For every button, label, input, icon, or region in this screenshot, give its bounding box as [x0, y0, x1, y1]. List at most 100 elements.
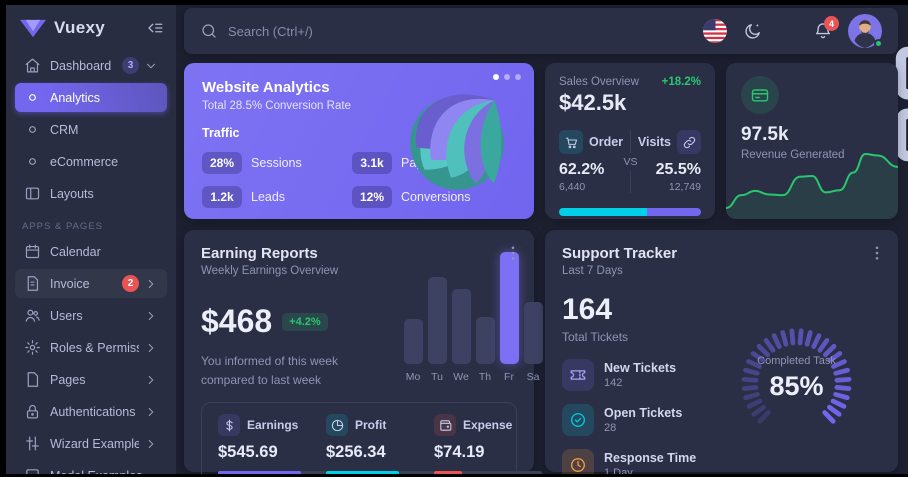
card-title: Earning Reports — [201, 245, 318, 262]
bar-label: Tu — [431, 371, 443, 383]
stat-value: $545.69 — [218, 443, 278, 462]
bar-label: We — [453, 371, 469, 383]
revenue-card: 97.5k Revenue Generated — [726, 63, 898, 219]
sidebar-item-roles-permissions[interactable]: Roles & Permissions — [15, 333, 167, 362]
card-subtitle: Last 7 Days — [562, 265, 623, 277]
chevron-right-icon — [144, 309, 158, 323]
cart-icon — [559, 130, 583, 154]
chevron-right-icon — [144, 405, 158, 419]
kebab-menu-icon[interactable] — [504, 244, 522, 262]
kebab-menu-icon[interactable] — [868, 244, 886, 262]
sidebar-item-analytics[interactable]: Analytics — [15, 83, 167, 112]
sidebar-item-crm[interactable]: CRM — [15, 115, 167, 144]
sidebar-item-authentications[interactable]: Authentications — [15, 397, 167, 426]
sidebar-collapse-icon[interactable] — [146, 19, 164, 37]
card-title: Support Tracker — [562, 245, 678, 262]
carousel-dot[interactable] — [504, 74, 510, 80]
stat-progress — [434, 471, 542, 474]
stat-label: Sessions — [251, 156, 302, 170]
grid-icon[interactable] — [778, 26, 908, 161]
bar-value — [475, 317, 495, 364]
credit-card-icon — [741, 76, 779, 114]
sales-split-bar — [559, 208, 701, 216]
sidebar-section-label: Apps & Pages — [22, 221, 103, 232]
traffic-stat: 28% Sessions — [202, 152, 352, 174]
sidebar-item-modal-examples[interactable]: Modal Examples — [15, 461, 167, 474]
bar-value — [427, 277, 447, 364]
support-tracker-card: Support Tracker Last 7 Days 164 Total Ti… — [545, 230, 898, 474]
stat-progress — [326, 471, 434, 474]
sidebar-item-users[interactable]: Users — [15, 301, 167, 330]
gear-icon — [24, 339, 41, 356]
sidebar-item-label: Pages — [50, 372, 86, 387]
sidebar-item-label: CRM — [50, 122, 79, 137]
dot-icon — [24, 153, 41, 170]
layout-icon — [24, 185, 41, 202]
item-value: 1 Day — [604, 467, 633, 474]
search — [200, 22, 702, 40]
dollar-icon — [218, 414, 240, 437]
bar-label: Mo — [405, 371, 421, 383]
lock-icon — [24, 403, 41, 420]
bar-label: Fr — [504, 371, 514, 383]
sidebar-item-calendar[interactable]: Calendar — [15, 237, 167, 266]
dot-icon — [24, 89, 41, 106]
sidebar-item-label: Calendar — [50, 244, 101, 259]
gauge-value: 85% — [769, 371, 824, 401]
carousel-dot[interactable] — [515, 74, 521, 80]
vs-divider: VS — [623, 130, 638, 193]
stat-label: Conversions — [401, 190, 471, 204]
traffic-stat: 12% Conversions — [352, 186, 512, 208]
revenue-label: Revenue Generated — [741, 149, 845, 161]
stat-value: $256.34 — [326, 443, 386, 462]
visits-label: Visits — [637, 135, 671, 149]
stat-value: 3.1k — [352, 152, 392, 174]
visits-count: 12,749 — [668, 181, 701, 193]
total-tickets-label: Total Tickets — [562, 330, 629, 344]
sales-change-badge: +18.2% — [661, 76, 701, 88]
stat-label: Earnings — [247, 418, 299, 433]
stat-value: 28% — [202, 152, 243, 174]
chevron-right-icon — [144, 437, 158, 451]
order-stat: Order 62.2% 6,440 — [559, 130, 623, 193]
sidebar-item-invoice[interactable]: Invoice 2 — [15, 269, 167, 298]
order-count: 6,440 — [559, 181, 586, 193]
item-value: 28 — [604, 422, 617, 434]
flag-icon[interactable] — [702, 18, 728, 44]
brand: Vuexy — [6, 5, 176, 48]
search-input[interactable] — [228, 23, 548, 39]
open-tickets-item: Open Tickets 28 — [562, 404, 712, 436]
moon-icon[interactable] — [743, 21, 763, 41]
sidebar-item-dashboard[interactable]: Dashboard 3 — [15, 51, 167, 80]
invoice-icon — [24, 275, 41, 292]
clock-icon — [562, 449, 594, 474]
carousel-dots — [493, 74, 521, 80]
order-percent: 62.2% — [559, 161, 605, 178]
expense-stat: Expense $74.19 — [434, 414, 542, 474]
sidebar-item-layouts[interactable]: Layouts — [15, 179, 167, 208]
sidebar-item-wizard-examples[interactable]: Wizard Examples — [15, 429, 167, 458]
vuexy-logo-icon — [20, 19, 46, 38]
sales-overview-card: Sales Overview +18.2% $42.5k Order 62.2%… — [545, 63, 715, 219]
carousel-dot[interactable] — [493, 74, 499, 80]
bell-icon[interactable]: 4 — [813, 16, 839, 41]
online-status-dot — [874, 39, 883, 48]
sidebar: Vuexy Dashboard 3 Analytics CRM eCommerce Lay… — [6, 5, 176, 474]
users-icon — [24, 307, 41, 324]
sidebar-item-pages[interactable]: Pages — [15, 365, 167, 394]
bar-label: Sa — [526, 371, 540, 383]
bar-tu: Tu — [425, 277, 449, 383]
sidebar-menu: Dashboard 3 Analytics CRM eCommerce Layouts Ap… — [6, 51, 176, 474]
brand-name: Vuexy — [54, 18, 105, 37]
stat-label: Profit — [355, 418, 387, 433]
card-title: Sales Overview — [559, 76, 639, 88]
card-subtitle: Weekly Earnings Overview — [201, 265, 339, 277]
user-avatar[interactable] — [848, 14, 883, 48]
revenue-value: 97.5k — [741, 124, 789, 145]
chevron-right-icon — [144, 277, 158, 291]
sidebar-item-ecommerce[interactable]: eCommerce — [15, 147, 167, 176]
calendar-icon — [24, 243, 41, 260]
sidebar-badge: 3 — [122, 57, 139, 74]
ticket-stats: New Tickets 142 Open Tickets 28 Response Tim… — [562, 359, 712, 474]
